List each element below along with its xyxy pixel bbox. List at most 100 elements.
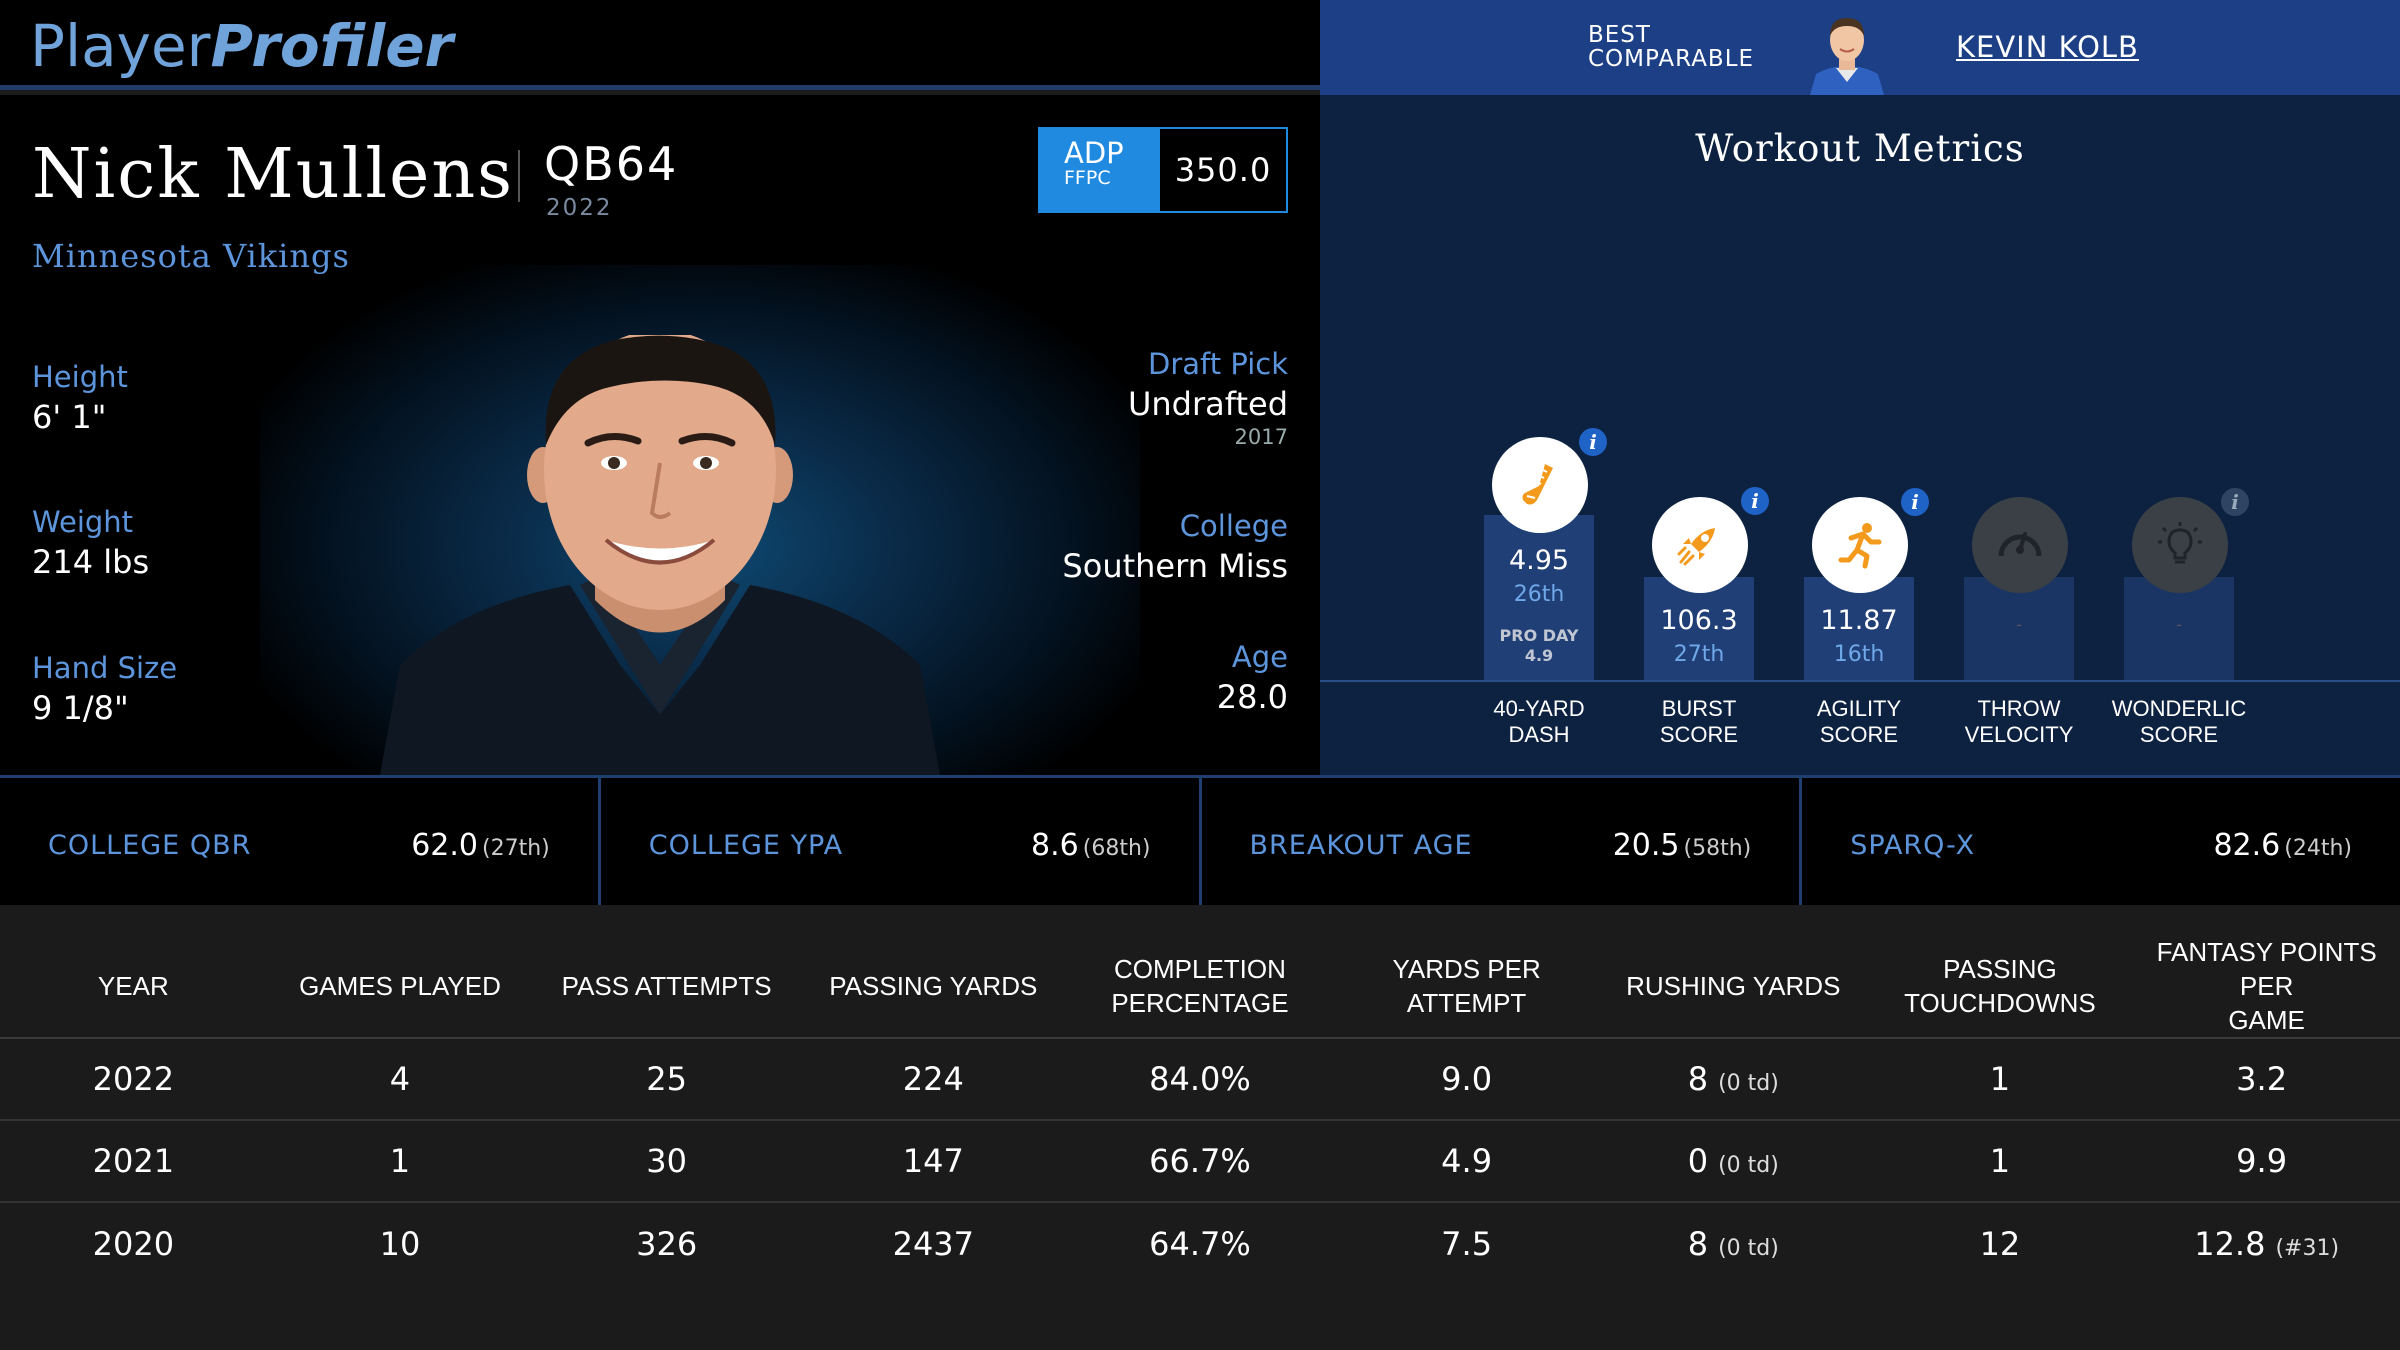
col-completion-line1: COMPLETION	[1113, 954, 1286, 984]
col-rushing-yards[interactable]: RUSHING YARDS	[1599, 935, 1867, 1039]
brand-logo[interactable]: PlayerProfiler	[30, 12, 453, 80]
hand-size-label: Hand Size	[32, 651, 178, 685]
player-name: Nick Mullens	[32, 135, 515, 214]
metric-label: WONDERLIC SCORE	[2104, 696, 2254, 748]
metric-rank: 16th	[1833, 642, 1885, 667]
key-metric-label: COLLEGE QBR	[48, 830, 252, 861]
cell-year: 2021	[0, 1120, 267, 1203]
metric-bar	[1804, 577, 1914, 680]
key-metric-value: 62.0 (27th)	[411, 828, 550, 863]
metric-agility-score[interactable]: i 11.87 16th AGILITY SCORE	[1804, 95, 1932, 775]
college-label: College	[1179, 509, 1288, 543]
key-metric-value: 8.6 (68th)	[1031, 828, 1150, 863]
height-label: Height	[32, 360, 128, 394]
adp-source: FFPC	[1064, 167, 1111, 189]
cell-rush-yards: 8	[1687, 1060, 1709, 1098]
cell-tds: 1	[1866, 1038, 2134, 1121]
metric-value: -	[2016, 615, 2022, 634]
cell-attempts: 326	[636, 1224, 698, 1263]
cell-attempts: 25	[533, 1038, 800, 1121]
key-metric-sparq-x[interactable]: SPARQ-X 82.6 (24th)	[1802, 778, 2400, 905]
metric-label-line1: AGILITY	[1816, 696, 1902, 721]
key-metric-label: BREAKOUT AGE	[1249, 830, 1473, 861]
workout-metrics-panel: Workout Metrics i 4.95 26th PRO DAY 4.9 …	[1320, 95, 2400, 775]
rocket-icon	[1677, 528, 1715, 566]
cell-rush-yards: 0	[1687, 1142, 1709, 1180]
col-yards-per-attempt[interactable]: YARDS PER ATTEMPT	[1333, 935, 1600, 1039]
cell-year: 2020	[92, 1224, 175, 1263]
weight-stat: Weight 214 lbs	[32, 505, 149, 581]
col-fantasy-points-per-game[interactable]: FANTASY POINTS PER GAME	[2133, 935, 2400, 1039]
cell-ypa: 7.5	[1441, 1224, 1493, 1263]
metric-value: 106.3	[1660, 605, 1738, 636]
logo-bar: PlayerProfiler	[0, 0, 1320, 90]
height-value: 6' 1"	[32, 398, 107, 436]
cell-tds: 1	[1866, 1120, 2134, 1203]
col-year[interactable]: YEAR	[0, 935, 267, 1039]
age-label: Age	[1231, 640, 1288, 674]
key-metric-number: 82.6	[2213, 828, 2281, 863]
metric-value: -	[2176, 615, 2182, 634]
best-comparable-label: BEST COMPARABLE	[1588, 23, 1754, 71]
info-icon[interactable]: i	[1576, 425, 1610, 459]
col-passing-yards[interactable]: PASSING YARDS	[799, 935, 1067, 1039]
cell-yards: 2437	[892, 1224, 975, 1263]
cell-rush-td: (0 td)	[1718, 1153, 1779, 1178]
cell-fppg-value: 9.9	[2236, 1142, 2288, 1180]
key-metric-label: SPARQ-X	[1850, 830, 1976, 861]
metric-bar	[1964, 577, 2074, 680]
key-metric-college-qbr[interactable]: COLLEGE QBR 62.0 (27th)	[0, 778, 601, 905]
key-metric-breakout-age[interactable]: BREAKOUT AGE 20.5 (58th)	[1202, 778, 1803, 905]
adp-box: ADP FFPC 350.0	[1038, 127, 1288, 213]
cell-ypa: 9.0	[1333, 1038, 1600, 1121]
brand-part-2: Profiler	[210, 12, 454, 80]
table-row: 2022 4 25 224 84.0% 9.0 8 (0 td) 1 3.2	[0, 1038, 2400, 1121]
key-metric-number: 20.5	[1612, 828, 1680, 863]
metric-wonderlic-score: i - WONDERLIC SCORE	[2112, 95, 2252, 775]
height-stat: Height 6' 1"	[32, 360, 128, 436]
info-icon[interactable]: i	[1898, 485, 1932, 519]
comparable-player-link[interactable]: KEVIN KOLB	[1956, 30, 2139, 64]
key-metric-value: 82.6 (24th)	[2213, 828, 2352, 863]
metric-icon-circle	[1652, 497, 1748, 593]
brand-part-1: Player	[30, 12, 211, 80]
season-year: 2022	[546, 195, 613, 221]
comparable-player-photo	[1806, 8, 1888, 95]
gauge-icon	[1998, 532, 2042, 557]
key-metric-rank: (68th)	[1082, 836, 1151, 861]
cell-games: 1	[266, 1120, 534, 1203]
cell-games: 4	[266, 1038, 534, 1121]
col-passing-touchdowns[interactable]: PASSING TOUCHDOWNS	[1866, 935, 2134, 1039]
team-name[interactable]: Minnesota Vikings	[32, 237, 350, 275]
key-metric-rank: (58th)	[1683, 836, 1752, 861]
cell-ypa: 4.9	[1333, 1120, 1600, 1203]
age-stat: Age 28.0	[1217, 640, 1288, 716]
shoe-icon	[1522, 464, 1553, 505]
metric-bar	[1644, 577, 1754, 680]
metric-burst-score[interactable]: i 106.3 27th BURST SCORE	[1644, 95, 1772, 775]
col-games-played[interactable]: GAMES PLAYED	[266, 935, 534, 1039]
college-stat: College Southern Miss	[1062, 509, 1288, 585]
metric-icon-circle	[2132, 497, 2228, 593]
table-row: 2020 10 326 2437 64.7% 7.5 8 (0 td) 12 12…	[0, 1202, 2400, 1284]
cell-fppg-value: 12.8	[2194, 1224, 2266, 1263]
key-metrics-strip: COLLEGE QBR 62.0 (27th) COLLEGE YPA 8.6 (6…	[0, 775, 2400, 905]
metric-rank: 26th	[1513, 582, 1565, 607]
hand-size-stat: Hand Size 9 1/8"	[32, 651, 177, 727]
metric-label-line2: SCORE	[1819, 722, 1899, 747]
cell-year: 2022	[0, 1038, 267, 1121]
info-icon[interactable]: i	[1738, 484, 1772, 518]
name-divider	[518, 150, 520, 202]
cell-attempts: 30	[533, 1120, 800, 1203]
key-metric-college-ypa[interactable]: COLLEGE YPA 8.6 (68th)	[601, 778, 1202, 905]
key-metric-value: 20.5 (58th)	[1613, 828, 1752, 863]
player-headshot	[380, 335, 940, 775]
cell-rush: 0 (0 td)	[1599, 1120, 1867, 1203]
metric-40-yard-dash[interactable]: i 4.95 26th PRO DAY 4.9 40-YARD DASH	[1484, 95, 1610, 775]
info-icon[interactable]: i	[2218, 485, 2252, 519]
adp-value: 350.0	[1174, 151, 1272, 189]
col-pass-attempts[interactable]: PASS ATTEMPTS	[533, 935, 800, 1039]
cell-fppg: 3.2	[2133, 1038, 2400, 1121]
key-metric-rank: (27th)	[482, 836, 550, 861]
col-completion-percentage[interactable]: COMPLETION PERCENTAGE	[1066, 935, 1334, 1039]
